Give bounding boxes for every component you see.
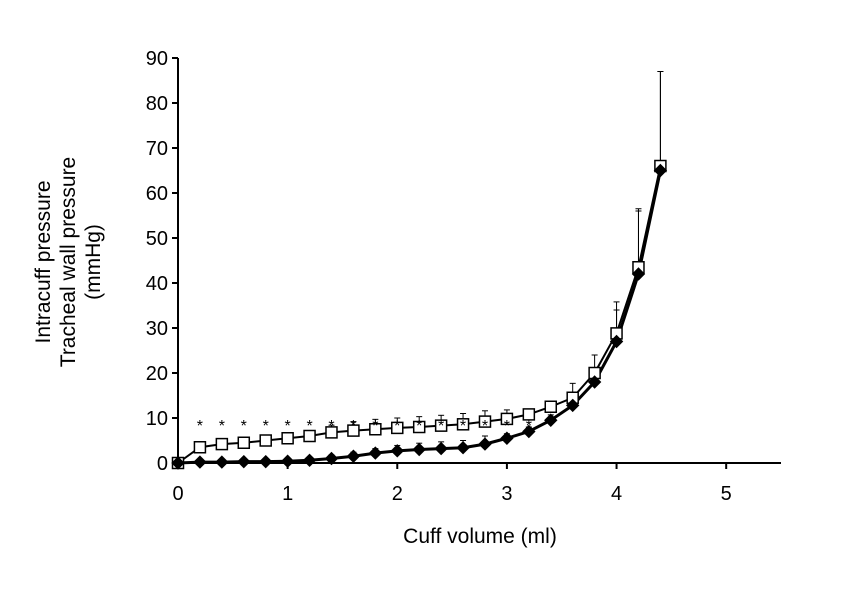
x-tick-label: 0 (172, 483, 183, 505)
series-1-point (325, 426, 338, 439)
series-2-point (587, 375, 602, 389)
series-1-point (522, 408, 536, 421)
series-2-point (478, 437, 492, 451)
series-2-point (324, 451, 339, 466)
series-2-point (522, 424, 536, 439)
series-2-point (346, 449, 361, 463)
y-axis-title: Intracuff pressure Tracheal wall pressur… (32, 157, 105, 367)
series-1-point (456, 418, 470, 431)
x-axis-title: Cuff volume (ml) (403, 525, 557, 548)
x-tick-label: 2 (392, 483, 403, 505)
series-2-point (609, 334, 624, 349)
series-1-point (391, 421, 404, 435)
y-tick-label: 80 (146, 93, 168, 115)
y-tick-label: 10 (146, 408, 168, 430)
x-ticks: 0 1 2 3 4 5 (172, 463, 732, 505)
series-2-point (237, 454, 251, 469)
series-markers (171, 159, 668, 470)
significance-markers: * * * * * * * * * * * * * * * * (197, 418, 532, 435)
series-1-point (215, 437, 229, 451)
y-tick-label: 40 (146, 273, 168, 295)
significance-star: * (438, 418, 444, 435)
y-tick-label: 0 (157, 453, 168, 475)
series-2-point (500, 431, 514, 445)
y-ticks: 0 10 20 30 40 50 60 70 80 90 (146, 48, 178, 475)
series-1-point (281, 432, 294, 445)
significance-star: * (482, 418, 488, 435)
y-tick-label: 30 (146, 318, 168, 340)
y-tick-label: 70 (146, 138, 168, 160)
series-2-point (565, 398, 580, 413)
x-tick-label: 3 (501, 483, 512, 505)
significance-star: * (350, 418, 356, 435)
series-2-point (259, 454, 273, 469)
series-1-point (369, 423, 382, 436)
y-tick-label: 90 (146, 48, 168, 70)
y-axis-title-line-1: Intracuff pressure (32, 180, 55, 343)
y-axis-title-line-3: (mmHg) (82, 224, 105, 300)
y-axis-title-line-2: Tracheal wall pressure (57, 157, 80, 367)
significance-star: * (460, 418, 466, 435)
y-tick-label: 50 (146, 228, 168, 250)
series-1-point (544, 400, 558, 413)
significance-star: * (394, 418, 400, 435)
series-1-point (434, 419, 448, 432)
significance-star: * (197, 418, 203, 435)
series-1-point (478, 415, 492, 428)
axes (177, 58, 781, 464)
series-2-point (631, 267, 646, 281)
series-1-point (412, 420, 426, 434)
significance-star: * (372, 418, 378, 435)
significance-star: * (306, 418, 312, 435)
series-1-point (500, 412, 514, 426)
series-2-point (390, 444, 404, 458)
significance-star: * (328, 418, 334, 435)
significance-star: * (219, 418, 225, 435)
series-1-point (193, 441, 207, 454)
series-1-point (303, 429, 316, 443)
y-tick-label: 60 (146, 183, 168, 205)
series-2-point (302, 453, 317, 468)
error-bars (196, 71, 664, 463)
significance-star: * (504, 418, 510, 435)
series-2-point (456, 440, 470, 455)
x-tick-label: 1 (282, 483, 293, 505)
series-2-point (368, 446, 383, 460)
y-tick-label: 20 (146, 363, 168, 385)
x-tick-label: 4 (611, 483, 622, 505)
significance-star: * (416, 418, 422, 435)
series-2-point (653, 163, 668, 178)
significance-star: * (241, 418, 247, 435)
series-2-point (544, 413, 558, 427)
series-2-point (434, 441, 448, 456)
series-1-point (259, 434, 272, 447)
significance-star: * (285, 418, 291, 435)
series-1-point (237, 436, 251, 449)
series-1-point (347, 424, 360, 437)
significance-star: * (526, 418, 532, 435)
series-2-point (412, 442, 426, 457)
significance-star: * (263, 418, 269, 435)
x-tick-label: 5 (721, 483, 732, 505)
series-2-error-bar (657, 71, 664, 171)
